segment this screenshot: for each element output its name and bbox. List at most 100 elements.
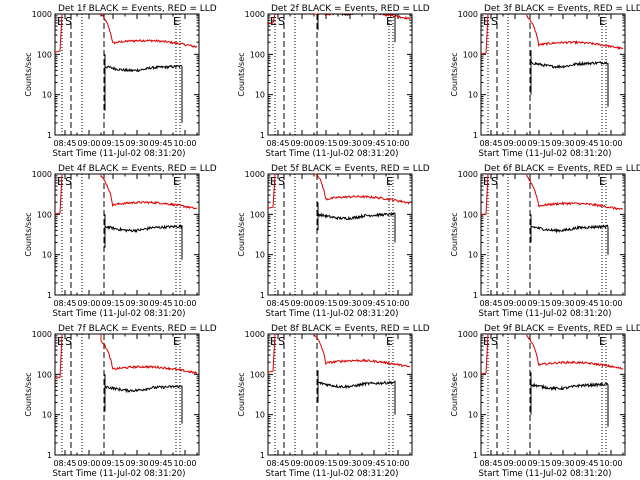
panel-title: Det 1f BLACK = Events, RED = LLD (58, 4, 217, 14)
marker-label: E (599, 175, 606, 188)
y-tick-label: 10 (468, 91, 478, 100)
x-axis-label: Start Time (11-Jul-02 08:31:20) (266, 149, 399, 159)
marker-label: E (173, 175, 180, 188)
x-tick-label: 09:15 (101, 299, 124, 308)
x-tick-label: 08:45 (53, 459, 76, 468)
y-tick-label: 10 (255, 251, 265, 260)
y-axis-label: Counts/sec (237, 52, 246, 96)
y-tick-label: 10 (255, 91, 265, 100)
x-axis-label: Start Time (11-Jul-02 08:31:20) (479, 309, 612, 319)
plot-frame (480, 333, 626, 456)
series-lld (54, 173, 198, 215)
y-axis-label: Counts/sec (450, 372, 459, 416)
x-tick-label: 09:45 (575, 459, 598, 468)
marker-label: E (599, 15, 606, 28)
x-tick-label: 09:15 (527, 139, 550, 148)
y-tick-label: 1 (47, 451, 52, 460)
marker-label: E (57, 15, 64, 28)
marker-label: E (57, 335, 64, 348)
x-tick-label: 09:45 (575, 139, 598, 148)
x-axis-label: Start Time (11-Jul-02 08:31:20) (53, 309, 186, 319)
plot-frame (54, 333, 200, 456)
x-tick-label: 10:00 (599, 299, 622, 308)
y-tick-label: 1 (473, 451, 478, 460)
y-tick-label: 100 (250, 210, 265, 219)
y-tick-label: 10 (42, 251, 52, 260)
x-tick-label: 09:45 (575, 299, 598, 308)
marker-label: E (483, 15, 490, 28)
x-tick-label: 09:30 (551, 299, 574, 308)
y-tick-label: 1 (260, 291, 265, 300)
panel-title: Det 2f BLACK = Events, RED = LLD (271, 4, 430, 14)
y-tick-label: 100 (37, 370, 52, 379)
panel-2: Det 2f BLACK = Events, RED = LLD 1 10 100 10… (237, 4, 430, 159)
marker-label: E (57, 175, 64, 188)
series-events (530, 372, 609, 427)
x-tick-label: 08:45 (479, 139, 502, 148)
y-axis-label: Counts/sec (24, 52, 33, 96)
y-tick-label: 1 (47, 131, 52, 140)
marker-label: E (386, 175, 393, 188)
x-tick-label: 09:30 (338, 299, 361, 308)
panel-7: Det 7f BLACK = Events, RED = LLD 1 10 100 10… (24, 324, 217, 479)
panel-8: Det 8f BLACK = Events, RED = LLD 1 10 100 10… (237, 324, 430, 479)
y-tick-label: 100 (37, 50, 52, 59)
x-tick-label: 09:30 (551, 459, 574, 468)
marker-label: S (491, 15, 498, 28)
x-tick-label: 09:15 (314, 299, 337, 308)
panel-title: Det 6f BLACK = Events, RED = LLD (484, 164, 640, 174)
marker-label: S (491, 335, 498, 348)
series-events (317, 202, 396, 243)
y-tick-label: 1000 (245, 10, 265, 19)
x-axis-label: Start Time (11-Jul-02 08:31:20) (479, 149, 612, 159)
marker-label: E (483, 175, 490, 188)
x-tick-label: 09:15 (527, 459, 550, 468)
x-tick-label: 09:45 (149, 139, 172, 148)
x-tick-label: 10:00 (173, 139, 196, 148)
panel-title: Det 8f BLACK = Events, RED = LLD (271, 324, 430, 334)
x-tick-label: 08:45 (53, 139, 76, 148)
x-tick-label: 09:30 (551, 139, 574, 148)
series-events (317, 13, 396, 43)
y-tick-label: 1 (473, 131, 478, 140)
plot-frame (480, 173, 626, 296)
y-tick-label: 100 (463, 50, 478, 59)
x-tick-label: 09:15 (314, 139, 337, 148)
series-events (104, 374, 183, 424)
marker-label: E (270, 335, 277, 348)
series-lld (480, 13, 624, 55)
x-tick-label: 08:45 (266, 459, 289, 468)
y-tick-label: 1000 (245, 330, 265, 339)
x-tick-label: 09:15 (314, 459, 337, 468)
y-tick-label: 1000 (458, 170, 478, 179)
y-tick-label: 1000 (32, 170, 52, 179)
y-tick-label: 1000 (458, 10, 478, 19)
y-axis-label: Counts/sec (237, 372, 246, 416)
y-tick-label: 10 (468, 411, 478, 420)
y-tick-label: 10 (255, 411, 265, 420)
x-axis-label: Start Time (11-Jul-02 08:31:20) (479, 469, 612, 479)
x-tick-label: 09:30 (125, 139, 148, 148)
marker-label: S (278, 15, 285, 28)
x-tick-label: 09:30 (338, 459, 361, 468)
marker-label: E (173, 15, 180, 28)
x-tick-label: 10:00 (386, 139, 409, 148)
marker-label: S (65, 335, 72, 348)
plot-frame (54, 13, 200, 136)
x-tick-label: 08:45 (479, 459, 502, 468)
x-axis-label: Start Time (11-Jul-02 08:31:20) (266, 469, 399, 479)
x-tick-label: 09:45 (362, 459, 385, 468)
y-tick-label: 1 (260, 131, 265, 140)
x-tick-label: 10:00 (173, 459, 196, 468)
marker-label: E (270, 175, 277, 188)
plot-frame (267, 173, 413, 296)
marker-label: E (173, 335, 180, 348)
y-tick-label: 100 (250, 370, 265, 379)
x-tick-label: 10:00 (599, 459, 622, 468)
marker-label: S (278, 335, 285, 348)
x-tick-label: 09:00 (77, 299, 100, 308)
y-axis-label: Counts/sec (450, 52, 459, 96)
y-axis-label: Counts/sec (450, 212, 459, 256)
panel-3: Det 3f BLACK = Events, RED = LLD 1 10 100 10… (450, 4, 640, 159)
